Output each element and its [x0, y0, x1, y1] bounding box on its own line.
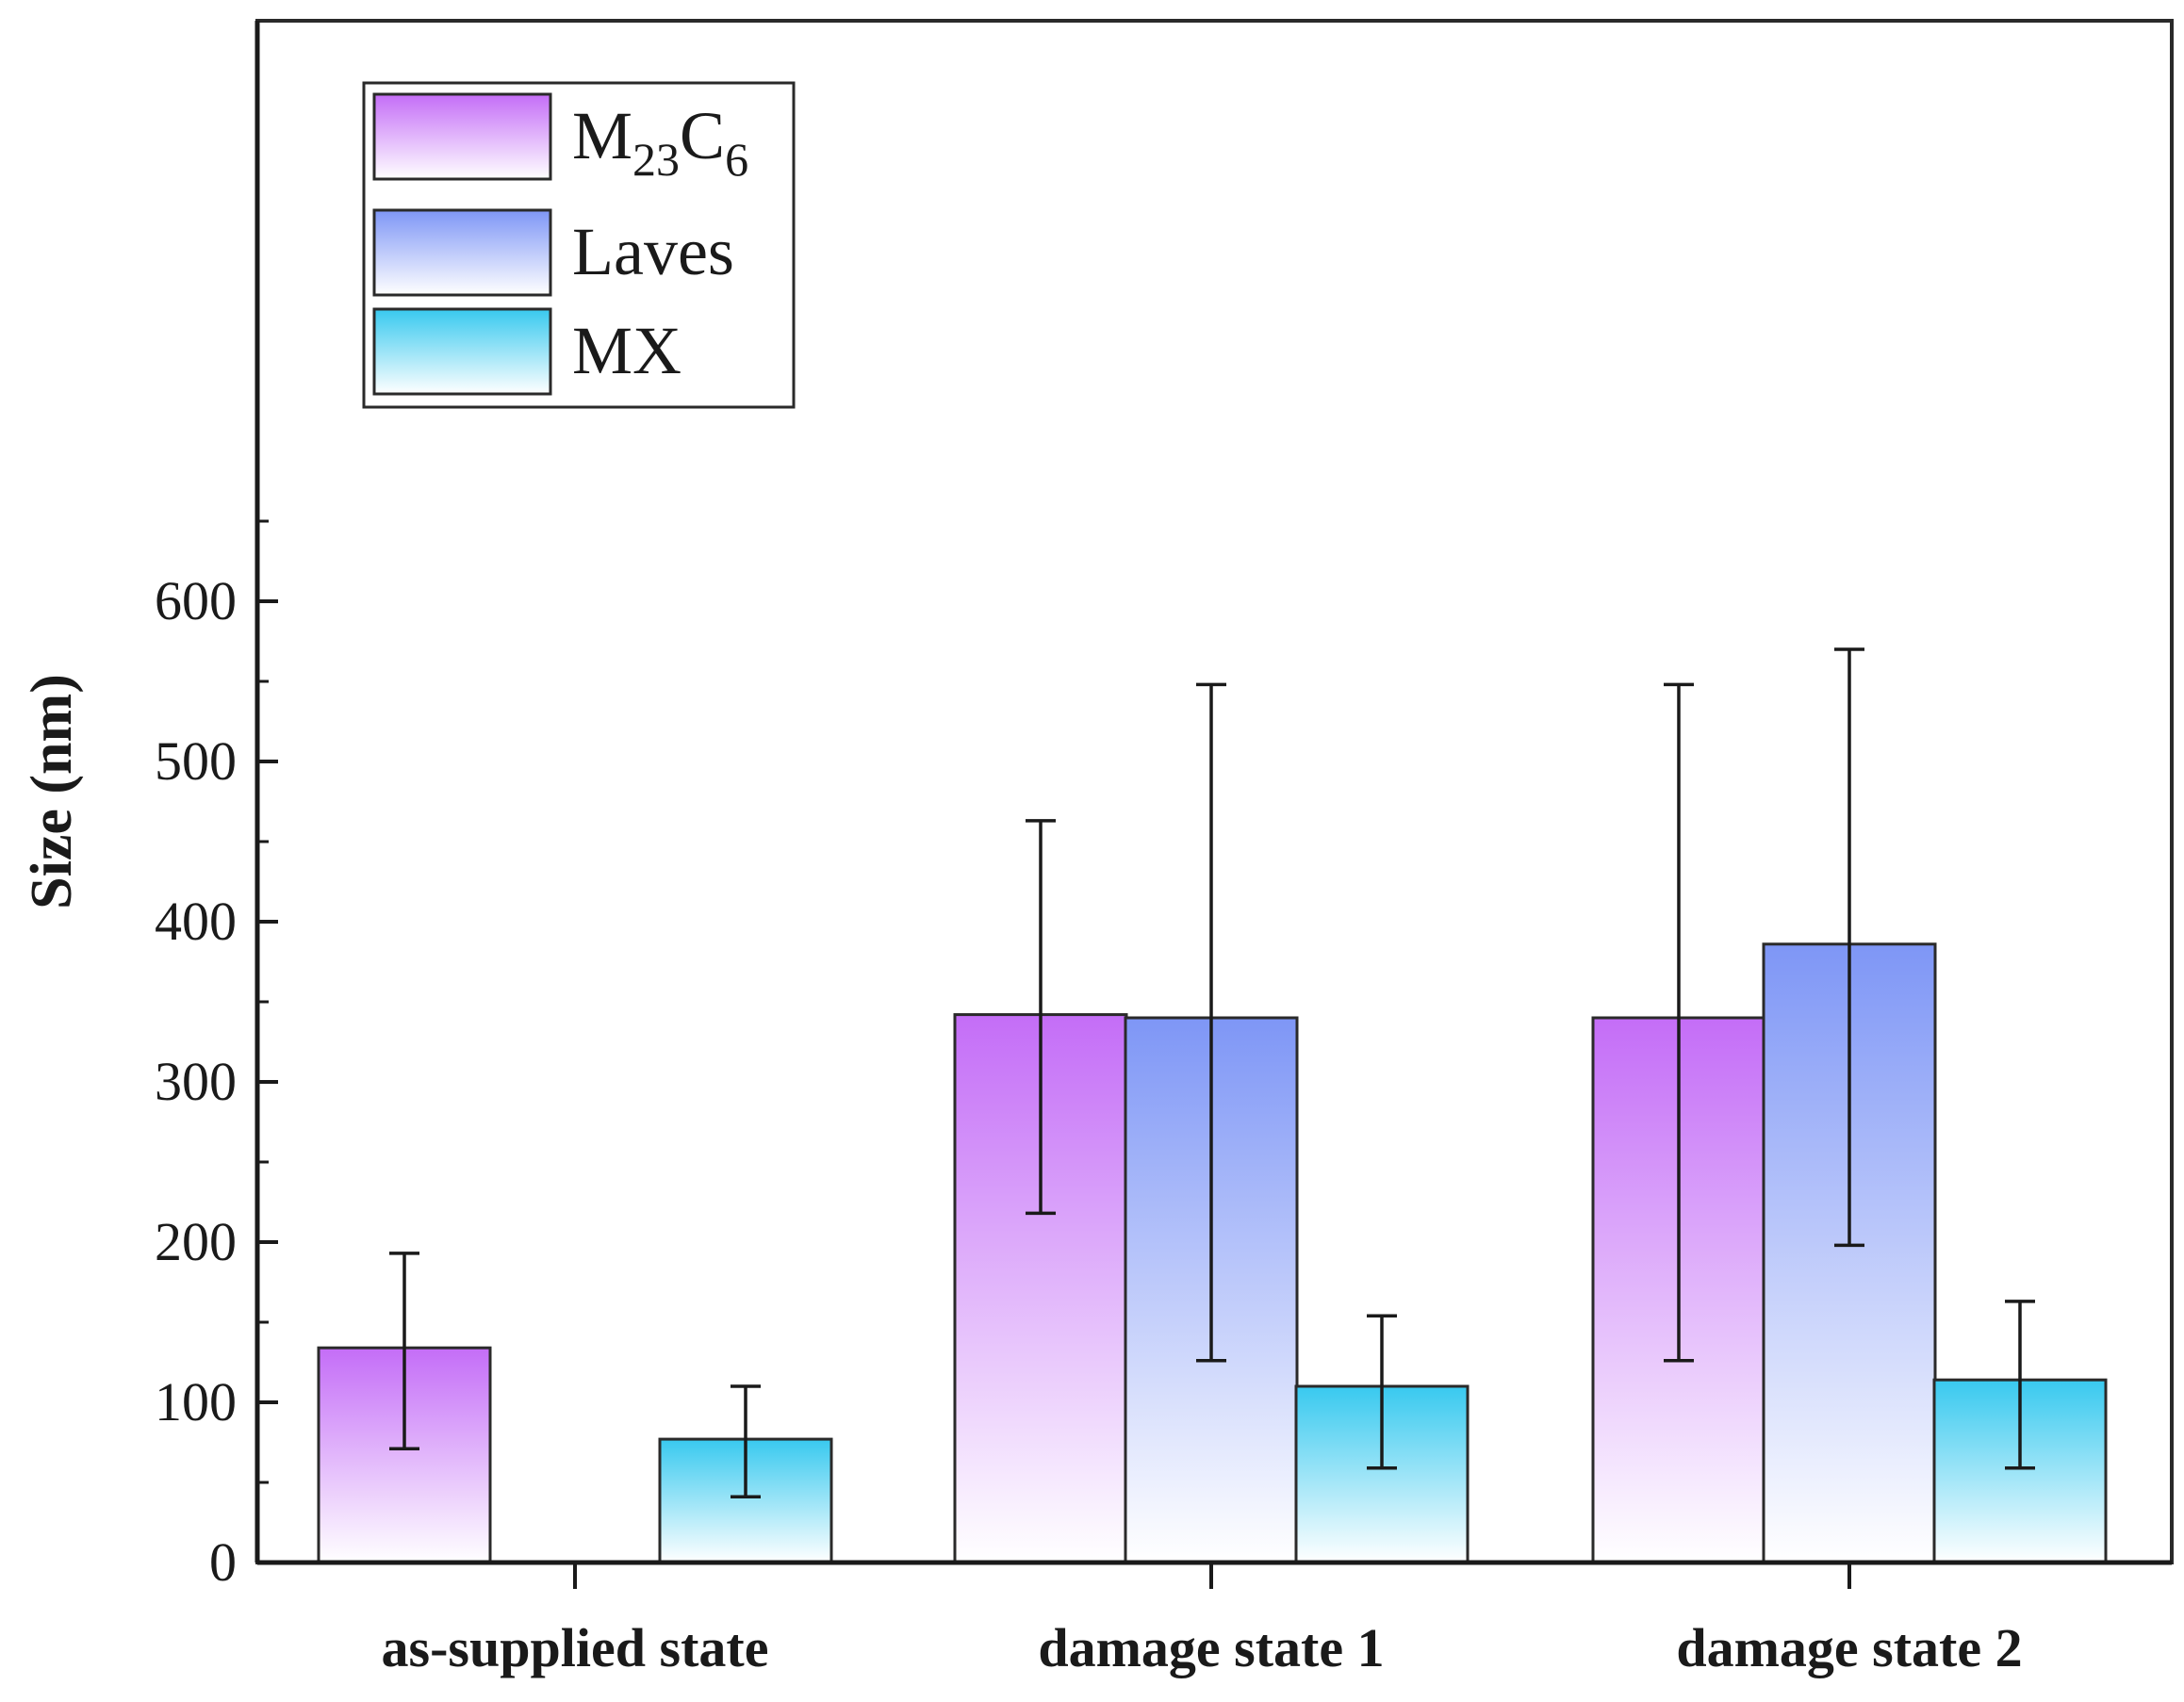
y-tick-label: 500 — [155, 730, 237, 792]
error-bars-layer — [389, 647, 2035, 1499]
legend-label: MX — [572, 313, 681, 388]
legend: M23C6 Laves MX — [362, 81, 796, 409]
y-tick-label: 100 — [155, 1371, 237, 1432]
x-category-label: damage state 1 — [1038, 1617, 1384, 1678]
y-axis: 0 100 200 300 400 500 600 — [155, 519, 278, 1593]
legend-swatch — [372, 307, 552, 396]
legend-swatch — [372, 208, 552, 297]
y-tick-label: 300 — [155, 1051, 237, 1112]
legend-label: Laves — [572, 214, 734, 289]
legend-swatch — [372, 92, 552, 181]
y-axis-title: Size (nm) — [20, 674, 84, 909]
x-axis: as-supplied state damage state 1 damage st… — [382, 1563, 2023, 1678]
y-tick-label: 600 — [155, 570, 237, 631]
y-tick-label: 0 — [209, 1531, 237, 1593]
y-tick-label: 400 — [155, 891, 237, 952]
legend-label: M23C6 — [572, 98, 748, 186]
x-category-label: as-supplied state — [382, 1617, 769, 1678]
x-category-label: damage state 2 — [1676, 1617, 2022, 1678]
y-tick-label: 200 — [155, 1211, 237, 1272]
